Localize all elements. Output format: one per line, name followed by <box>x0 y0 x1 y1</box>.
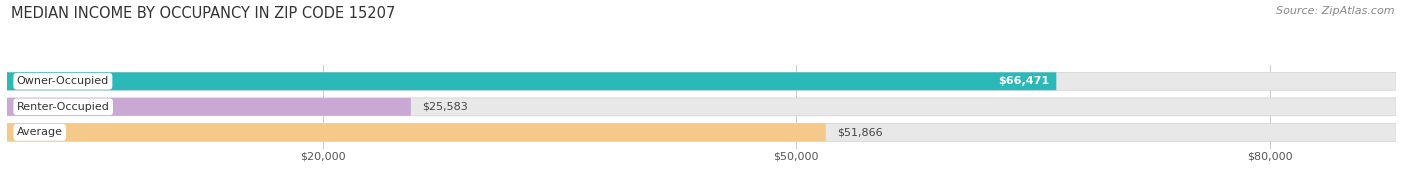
FancyBboxPatch shape <box>7 123 1396 141</box>
Text: Source: ZipAtlas.com: Source: ZipAtlas.com <box>1277 6 1395 16</box>
Text: Owner-Occupied: Owner-Occupied <box>17 76 110 86</box>
Text: MEDIAN INCOME BY OCCUPANCY IN ZIP CODE 15207: MEDIAN INCOME BY OCCUPANCY IN ZIP CODE 1… <box>11 6 395 21</box>
FancyBboxPatch shape <box>7 98 1396 116</box>
Text: $51,866: $51,866 <box>837 127 883 137</box>
Text: $66,471: $66,471 <box>998 76 1049 86</box>
FancyBboxPatch shape <box>7 72 1396 90</box>
Text: Renter-Occupied: Renter-Occupied <box>17 102 110 112</box>
Text: Average: Average <box>17 127 63 137</box>
FancyBboxPatch shape <box>7 123 825 141</box>
FancyBboxPatch shape <box>7 98 411 116</box>
Text: $25,583: $25,583 <box>422 102 468 112</box>
FancyBboxPatch shape <box>7 72 1056 90</box>
